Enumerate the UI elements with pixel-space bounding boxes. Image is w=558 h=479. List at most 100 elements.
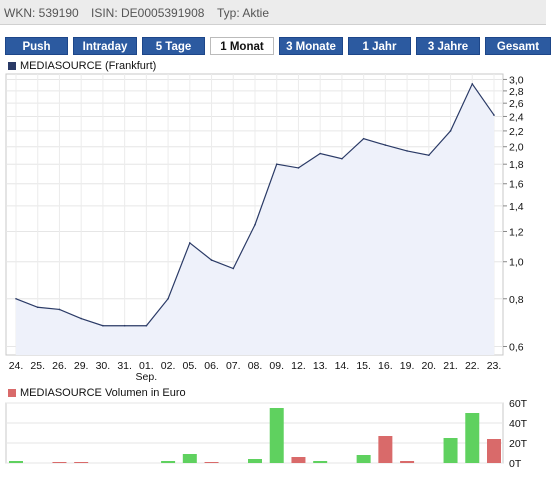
volume-panel (5, 402, 504, 464)
price-legend-label: MEDIASOURCE (Frankfurt) (20, 60, 157, 72)
volume-bar (291, 457, 306, 463)
x-tick-label: 30. (96, 360, 111, 372)
volume-bar (204, 462, 219, 463)
price-legend: MEDIASOURCE (Frankfurt) (8, 60, 156, 72)
price-point (15, 297, 17, 300)
x-tick-label: 20. (422, 360, 437, 372)
info-bar: WKN: 539190 ISIN: DE0005391908 Typ: Akti… (0, 0, 546, 25)
price-point (319, 152, 321, 155)
x-tick-label: 24. (9, 360, 24, 372)
type-text: Typ: Aktie (217, 6, 270, 20)
price-y-tick-label: 1,4 (509, 201, 524, 213)
price-point (406, 150, 408, 152)
volume-bar (378, 436, 393, 463)
x-tick-label: 01. (139, 360, 154, 372)
price-y-tick-label: 2,8 (509, 86, 524, 98)
price-point (275, 163, 278, 166)
isin-text: ISIN: DE0005391908 (91, 6, 205, 20)
price-y-tick-label: 2,2 (509, 126, 524, 138)
x-tick-label: 19. (400, 360, 415, 372)
price-point (471, 83, 474, 85)
tab-3-monate[interactable]: 3 Monate (279, 37, 343, 55)
x-tick-label: 26. (52, 360, 67, 372)
volume-y-tick-label: 0T (509, 458, 522, 470)
price-y-tick-label: 0,8 (509, 294, 524, 306)
price-point (80, 317, 82, 320)
x-tick-label: 23. (487, 360, 502, 372)
price-legend-swatch (8, 62, 16, 70)
x-tick-label: 25. (30, 360, 45, 372)
x-tick-label: 06. (204, 360, 219, 372)
price-point (362, 137, 365, 140)
volume-legend-swatch (8, 389, 16, 397)
x-tick-label: 05. (183, 360, 198, 372)
price-point (384, 144, 387, 146)
price-point (145, 324, 148, 327)
volume-bar (182, 454, 197, 463)
tab-1-monat[interactable]: 1 Monat (210, 37, 274, 55)
volume-bar (161, 461, 176, 463)
price-point (210, 259, 213, 261)
tab-3-jahre[interactable]: 3 Jahre (416, 37, 480, 55)
price-point (36, 306, 39, 309)
price-area (16, 83, 494, 355)
price-point (449, 130, 452, 132)
price-point (102, 324, 104, 327)
price-y-tick-label: 1,6 (509, 179, 524, 191)
x-tick-label: 09. (269, 360, 284, 372)
volume-bar (52, 462, 67, 463)
price-y-tick-label: 0,6 (509, 341, 524, 353)
x-tick-label: 12. (291, 360, 306, 372)
period-tabs: Push Intraday 5 Tage 1 Monat 3 Monate 1 … (5, 37, 551, 55)
price-y-tick-label: 2,4 (509, 111, 524, 123)
tab-5-tage[interactable]: 5 Tage (142, 37, 205, 55)
x-tick-label: 02. (161, 360, 176, 372)
price-point (123, 324, 126, 327)
volume-bar (9, 461, 23, 463)
volume-bar (74, 462, 89, 463)
price-point (189, 242, 191, 244)
volume-y-tick-label: 20T (509, 438, 528, 450)
x-tick-label: 22. (465, 360, 480, 372)
volume-y-tick-label: 40T (509, 418, 528, 430)
price-y-tick-label: 1,0 (509, 257, 524, 269)
volume-legend-label: MEDIASOURCE Volumen in Euro (20, 387, 186, 399)
x-tick-label: 08. (248, 360, 263, 372)
volume-bar (400, 461, 415, 463)
price-y-tick-label: 1,2 (509, 226, 524, 238)
x-tick-label: 16. (378, 360, 393, 372)
price-y-tick-label: 3,0 (509, 74, 524, 86)
price-point (232, 267, 235, 270)
price-y-tick-label: 1,8 (509, 159, 524, 171)
x-tick-label: 29. (74, 360, 89, 372)
volume-bar (356, 455, 371, 463)
price-y-tick-label: 2,6 (509, 98, 524, 110)
x-month-label: Sep. (136, 371, 158, 383)
tab-gesamt[interactable]: Gesamt (485, 37, 551, 55)
price-point (428, 154, 430, 157)
volume-bar (269, 408, 284, 463)
volume-bar (465, 413, 480, 463)
volume-bar (313, 461, 328, 463)
x-tick-label: 21. (443, 360, 458, 372)
tab-intraday[interactable]: Intraday (73, 37, 137, 55)
x-tick-label: 15. (356, 360, 371, 372)
volume-legend: MEDIASOURCE Volumen in Euro (8, 387, 186, 399)
price-point (254, 223, 256, 226)
volume-bar (487, 439, 501, 463)
volume-bar (248, 459, 262, 463)
x-tick-label: 31. (117, 360, 132, 372)
price-point (493, 114, 495, 116)
price-point (167, 297, 169, 300)
price-point (297, 167, 300, 169)
volume-y-tick-label: 60T (509, 398, 528, 410)
x-tick-label: 14. (335, 360, 350, 372)
price-y-tick-label: 2,0 (509, 142, 524, 154)
wkn-text: WKN: 539190 (4, 6, 79, 20)
volume-bar (443, 438, 458, 463)
tab-push[interactable]: Push (5, 37, 68, 55)
x-tick-label: 07. (226, 360, 241, 372)
tab-1-jahr[interactable]: 1 Jahr (348, 37, 411, 55)
x-tick-label: 13. (313, 360, 328, 372)
